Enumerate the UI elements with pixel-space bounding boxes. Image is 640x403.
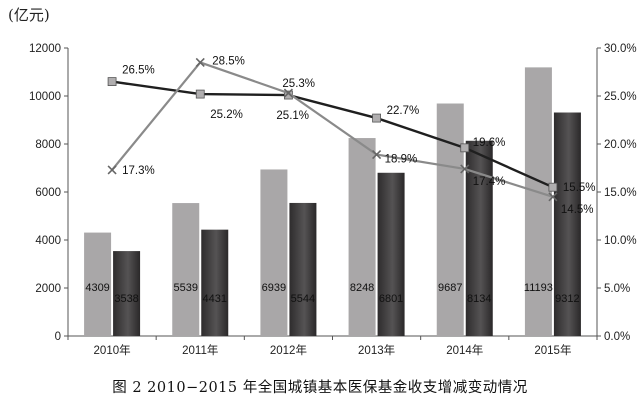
line-income-growth-label: 22.7% [387, 105, 420, 117]
left-tick-label: 8000 [35, 139, 61, 151]
bar-income [436, 103, 464, 337]
line-expense-growth-point [283, 88, 293, 98]
bar-income-label: 9687 [438, 282, 462, 294]
bar-income [172, 203, 200, 336]
x-tick-label: 2012年 [270, 343, 307, 357]
line-income-growth-label: 26.5% [122, 65, 155, 77]
line-expense-growth-label: 18.9% [385, 154, 418, 166]
left-tick-label: 10000 [29, 91, 61, 103]
right-tick-label: 20.0% [604, 139, 637, 151]
line-expense-growth-point [460, 164, 470, 174]
x-tick-label: 2011年 [182, 343, 218, 357]
line-income-growth-point [372, 113, 381, 123]
bar-income-label: 6939 [262, 282, 286, 294]
bar-income [260, 169, 288, 336]
bar-income [524, 67, 552, 337]
x-tick-label: 2014年 [446, 343, 483, 357]
right-tick-label: 25.0% [604, 91, 637, 103]
line-expense-growth-point [548, 192, 558, 202]
bar-income-label: 5539 [174, 282, 198, 294]
line-income-growth-label: 25.2% [210, 109, 243, 121]
bar-expense [289, 202, 317, 336]
line-expense-growth-label: 28.5% [212, 55, 245, 67]
bar-income-label: 4309 [85, 282, 109, 294]
bar-expense-label: 6801 [379, 293, 403, 305]
bar-expense-label: 9312 [555, 293, 579, 305]
bar-expense [201, 229, 229, 336]
x-tick-label: 2013年 [358, 343, 395, 357]
line-income-growth-point [460, 143, 470, 153]
bar-income-label: 8248 [350, 282, 374, 294]
bar-expense-label: 3538 [114, 293, 138, 305]
bar-expense-label: 5544 [291, 293, 315, 305]
bar-expense [113, 251, 141, 336]
bar-expense-label: 8134 [467, 293, 491, 305]
right-tick-label: 0.0% [604, 331, 630, 343]
bar-expense [377, 172, 405, 336]
line-income-growth-label: 25.1% [276, 110, 309, 122]
left-tick-label: 4000 [35, 235, 61, 247]
left-tick-label: 0 [55, 331, 61, 343]
bar-expense-label: 4431 [203, 293, 227, 305]
line-expense-growth-label: 14.5% [561, 204, 594, 216]
x-tick-label: 2015年 [534, 343, 571, 357]
line-income-growth-label: 15.5% [563, 182, 596, 194]
figure-caption: 图 2 2010−2015 年全国城镇基本医保基金收支增减变动情况 [112, 380, 528, 396]
bar-income [84, 232, 112, 336]
y-axis-unit-label: (亿元) [8, 6, 50, 24]
line-expense-growth-label: 17.4% [473, 176, 506, 188]
left-tick-label: 6000 [35, 187, 61, 199]
line-expense-growth-point [195, 57, 205, 67]
line-expense-growth-label: 25.3% [282, 78, 315, 90]
line-income-growth-label: 19.6% [473, 137, 506, 149]
line-income-growth-point [548, 182, 558, 192]
right-tick-label: 10.0% [604, 235, 637, 247]
line-expense-growth [111, 61, 554, 198]
left-tick-label: 12000 [29, 43, 61, 55]
line-expense-growth-label: 17.3% [122, 165, 155, 177]
left-tick-label: 2000 [35, 283, 61, 295]
right-tick-label: 30.0% [604, 43, 637, 55]
right-tick-label: 15.0% [604, 187, 637, 199]
line-expense-growth-point [107, 165, 117, 175]
line-income-growth [111, 80, 554, 189]
line-expense-growth-point [372, 149, 382, 160]
line-income-growth-point [195, 89, 205, 99]
right-tick-label: 5.0% [604, 283, 630, 295]
line-income-growth-point [107, 77, 117, 86]
bar-income-label: 11193 [524, 282, 553, 294]
bar-income [348, 138, 376, 336]
bar-expense [553, 112, 581, 337]
x-tick-label: 2010年 [94, 343, 131, 357]
